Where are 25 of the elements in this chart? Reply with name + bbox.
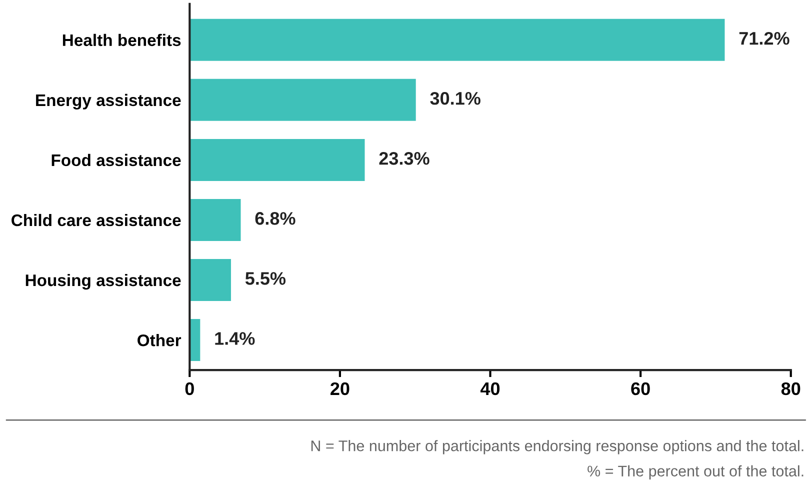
- y-tick-label: Food assistance: [52, 154, 181, 166]
- y-tick-label: Housing assistance: [26, 274, 181, 290]
- data-label: 71.2%: [739, 32, 790, 45]
- y-tick-label: Energy assistance: [36, 94, 181, 110]
- x-tick-label: 40: [480, 382, 500, 396]
- bar: [190, 259, 231, 302]
- bar: [190, 138, 365, 181]
- y-tick-label: Other: [138, 334, 182, 346]
- x-tick-label: 60: [631, 382, 650, 396]
- x-tick-label: 20: [330, 382, 350, 396]
- y-tick-label: Child care assistance: [12, 214, 181, 226]
- text: % = The percent out of the total.: [588, 465, 804, 480]
- data-label: 23.3%: [379, 152, 430, 165]
- bar: [190, 198, 241, 241]
- data-label: 1.4%: [215, 332, 255, 345]
- text: N = The number of participants endorsing response options and the total.: [311, 440, 804, 454]
- data-label: 6.8%: [255, 212, 296, 225]
- bar: [190, 78, 416, 121]
- y-tick-label: Health benefits: [62, 34, 181, 46]
- x-tick-label: 80: [781, 382, 800, 396]
- bar: [190, 18, 725, 61]
- bar: [190, 319, 200, 362]
- data-label: 5.5%: [245, 272, 286, 285]
- data-label: 30.1%: [430, 92, 480, 105]
- x-tick-label: 0: [185, 382, 194, 396]
